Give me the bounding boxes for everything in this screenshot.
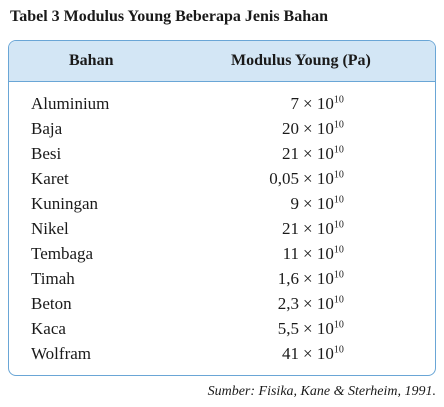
- table-row: Kuningan 9 × 1010: [9, 194, 435, 219]
- table-row: Wolfram 41 × 1010: [9, 344, 435, 369]
- header-cell: Modulus Young (Pa): [231, 52, 371, 69]
- modulus-exponent: 10: [333, 119, 344, 131]
- modulus-power: × 1010: [303, 219, 344, 239]
- modulus-base: × 10: [303, 344, 334, 363]
- modulus-exponent: 10: [333, 344, 344, 356]
- modulus-mantissa: 7: [290, 94, 300, 113]
- table-row: Aluminium 7 × 1010: [9, 94, 435, 119]
- table-row: Baja 20 × 1010: [9, 119, 435, 144]
- modulus-base: × 10: [303, 169, 334, 188]
- material-cell: Aluminium: [31, 94, 110, 113]
- material-cell: Kuningan: [31, 194, 99, 213]
- modulus-power: × 1010: [303, 194, 344, 214]
- table-header: Bahan Modulus Young (Pa): [9, 41, 435, 82]
- modulus-power: × 1010: [303, 94, 344, 114]
- modulus-power: × 1010: [303, 119, 344, 139]
- modulus-power: × 1010: [303, 344, 344, 364]
- material-cell: Beton: [31, 294, 72, 313]
- table-row: Beton 2,3 × 1010: [9, 294, 435, 319]
- modulus-power: × 1010: [303, 169, 344, 189]
- material-cell: Timah: [31, 269, 75, 288]
- material-cell: Tembaga: [31, 244, 94, 263]
- modulus-base: × 10: [303, 244, 334, 263]
- modulus-base: × 10: [303, 94, 334, 113]
- modulus-mantissa: 2,3: [277, 294, 299, 313]
- table: Bahan Modulus Young (Pa) Aluminium 7 × 101…: [8, 40, 436, 376]
- modulus-base: × 10: [303, 144, 334, 163]
- material-cell: Karet: [31, 169, 69, 188]
- table-title: Tabel 3 Modulus Young Beberapa Jenis Bah…: [10, 8, 329, 25]
- table-row: Kaca 5,5 × 1010: [9, 319, 435, 344]
- modulus-power: × 1010: [303, 294, 344, 314]
- modulus-power: × 1010: [303, 319, 344, 339]
- modulus-exponent: 10: [333, 94, 344, 106]
- modulus-power: × 1010: [303, 269, 344, 289]
- modulus-exponent: 10: [333, 219, 344, 231]
- material-cell: Besi: [31, 144, 62, 163]
- table-row: Timah 1,6 × 1010: [9, 269, 435, 294]
- modulus-mantissa: 11: [282, 244, 299, 263]
- modulus-base: × 10: [303, 194, 334, 213]
- modulus-base: × 10: [303, 219, 334, 238]
- table-row: Tembaga 11 × 1010: [9, 244, 435, 269]
- modulus-mantissa: 21: [282, 219, 299, 238]
- table-row: Karet 0,05 × 1010: [9, 169, 435, 194]
- modulus-exponent: 10: [333, 269, 344, 281]
- modulus-mantissa: 20: [282, 119, 299, 138]
- modulus-exponent: 10: [333, 244, 344, 256]
- modulus-power: × 1010: [303, 144, 344, 164]
- modulus-mantissa: 9: [290, 194, 300, 213]
- modulus-exponent: 10: [333, 319, 344, 331]
- modulus-mantissa: 1,6: [277, 269, 299, 288]
- modulus-mantissa: 41: [282, 344, 299, 363]
- modulus-exponent: 10: [333, 294, 344, 306]
- source-note: Sumber: Fisika, Kane & Sterheim, 1991.: [207, 384, 436, 399]
- modulus-base: × 10: [303, 294, 334, 313]
- header-cell: Bahan: [69, 52, 114, 69]
- modulus-base: × 10: [303, 269, 334, 288]
- modulus-mantissa: 0,05: [269, 169, 299, 188]
- modulus-mantissa: 5,5: [277, 319, 299, 338]
- material-cell: Nikel: [31, 219, 69, 238]
- modulus-base: × 10: [303, 319, 334, 338]
- table-row: Nikel 21 × 1010: [9, 219, 435, 244]
- material-cell: Baja: [31, 119, 63, 138]
- modulus-exponent: 10: [333, 144, 344, 156]
- material-cell: Wolfram: [31, 344, 91, 363]
- modulus-power: × 1010: [303, 244, 344, 264]
- modulus-exponent: 10: [333, 194, 344, 206]
- material-cell: Kaca: [31, 319, 66, 338]
- table-row: Besi 21 × 1010: [9, 144, 435, 169]
- modulus-exponent: 10: [333, 169, 344, 181]
- modulus-base: × 10: [303, 119, 334, 138]
- modulus-mantissa: 21: [282, 144, 299, 163]
